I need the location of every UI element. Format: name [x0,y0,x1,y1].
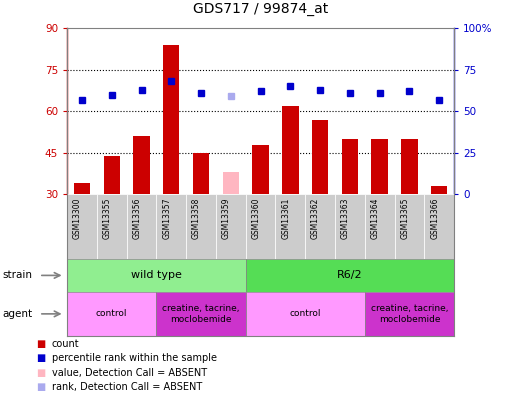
Bar [104,156,120,194]
Bar [246,292,365,336]
Bar [252,145,269,194]
Text: GSM13358: GSM13358 [192,198,201,239]
Text: ■: ■ [36,354,45,363]
Text: control: control [289,309,321,318]
Bar [246,259,454,292]
Bar [67,292,156,336]
Text: GSM13300: GSM13300 [73,198,82,239]
Text: GSM13359: GSM13359 [222,198,231,239]
Bar [156,194,186,259]
Text: control: control [96,309,127,318]
Text: ■: ■ [36,368,45,377]
Bar [186,194,216,259]
Text: wild type: wild type [131,271,182,280]
Text: GSM13362: GSM13362 [311,198,320,239]
Text: GSM13365: GSM13365 [400,198,409,239]
Text: GSM13355: GSM13355 [103,198,112,239]
Text: rank, Detection Call = ABSENT: rank, Detection Call = ABSENT [52,382,202,392]
Text: creatine, tacrine,
moclobemide: creatine, tacrine, moclobemide [370,304,448,324]
Bar [365,194,395,259]
Text: GDS717 / 99874_at: GDS717 / 99874_at [193,2,328,16]
Text: strain: strain [3,271,33,280]
Text: GSM13361: GSM13361 [281,198,291,239]
Bar [282,106,299,194]
Bar [67,259,246,292]
Text: R6/2: R6/2 [337,271,363,280]
Bar [126,194,156,259]
Bar [365,292,454,336]
Bar [312,119,328,194]
Text: creatine, tacrine,
moclobemide: creatine, tacrine, moclobemide [163,304,240,324]
Text: percentile rank within the sample: percentile rank within the sample [52,354,217,363]
Bar [424,194,454,259]
Bar [133,136,150,194]
Text: ■: ■ [36,339,45,349]
Text: GSM13363: GSM13363 [341,198,350,239]
Bar [193,153,209,194]
Bar [401,139,417,194]
Text: ■: ■ [36,382,45,392]
Bar [395,194,424,259]
Bar [276,194,305,259]
Bar [431,186,447,194]
Text: GSM13364: GSM13364 [370,198,380,239]
Text: GSM13360: GSM13360 [252,198,261,239]
Bar [216,194,246,259]
Text: GSM13366: GSM13366 [430,198,439,239]
Text: value, Detection Call = ABSENT: value, Detection Call = ABSENT [52,368,207,377]
Bar [372,139,388,194]
Text: agent: agent [3,309,33,319]
Bar [156,292,246,336]
Text: GSM13356: GSM13356 [133,198,141,239]
Bar [342,139,358,194]
Text: count: count [52,339,79,349]
Bar [335,194,365,259]
Bar [97,194,126,259]
Bar [67,194,97,259]
Bar [222,172,239,194]
Bar [163,45,180,194]
Text: GSM13357: GSM13357 [162,198,171,239]
Bar [74,183,90,194]
Bar [305,194,335,259]
Bar [246,194,276,259]
